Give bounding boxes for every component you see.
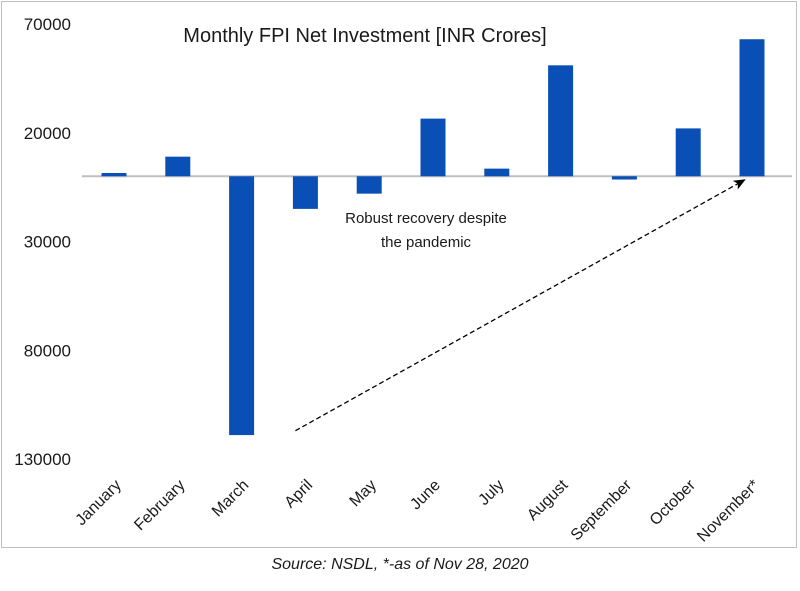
x-tick-label: March xyxy=(209,477,252,520)
x-tick-label: January xyxy=(73,477,125,529)
bar-january xyxy=(101,172,127,177)
annotation-line1: Robust recovery despite xyxy=(345,210,507,227)
x-tick-label: October xyxy=(647,476,700,529)
y-axis-ticks: 70000 20000 30000 80000 130000 xyxy=(14,15,71,469)
bar-november xyxy=(739,39,765,177)
x-tick-label: November* xyxy=(694,477,763,546)
bar-may xyxy=(356,176,382,194)
bar-october xyxy=(675,128,701,177)
x-tick-label: June xyxy=(407,477,444,514)
y-tick-label: 20000 xyxy=(24,124,71,143)
bar-august xyxy=(548,65,574,177)
x-tick-label: September xyxy=(568,476,636,544)
chart-frame: Monthly FPI Net Investment [INR Crores] … xyxy=(1,1,797,548)
annotation-line2: the pandemic xyxy=(381,234,472,251)
x-tick-label: May xyxy=(347,477,380,510)
bar-february xyxy=(165,156,191,177)
x-tick-label: February xyxy=(131,477,188,534)
y-tick-label: 70000 xyxy=(24,15,71,34)
bar-june xyxy=(420,118,446,177)
chart-svg: Monthly FPI Net Investment [INR Crores] … xyxy=(14,15,792,545)
y-tick-label: 30000 xyxy=(24,233,71,252)
bar-april xyxy=(292,176,318,209)
x-tick-label: July xyxy=(475,477,507,509)
bar-july xyxy=(484,168,510,177)
x-axis-labels: January February March April May June July Augu… xyxy=(73,476,763,545)
bar-september xyxy=(611,176,637,180)
bar-march xyxy=(229,176,255,436)
bar-series xyxy=(101,39,765,436)
trend-arrow xyxy=(295,179,746,432)
y-tick-label: 130000 xyxy=(14,450,71,469)
x-tick-label: April xyxy=(282,477,317,512)
x-tick-label: August xyxy=(524,476,572,524)
source-note: Source: NSDL, *-as of Nov 28, 2020 xyxy=(271,556,529,573)
chart-title: Monthly FPI Net Investment [INR Crores] xyxy=(183,25,546,47)
y-tick-label: 80000 xyxy=(24,341,71,360)
